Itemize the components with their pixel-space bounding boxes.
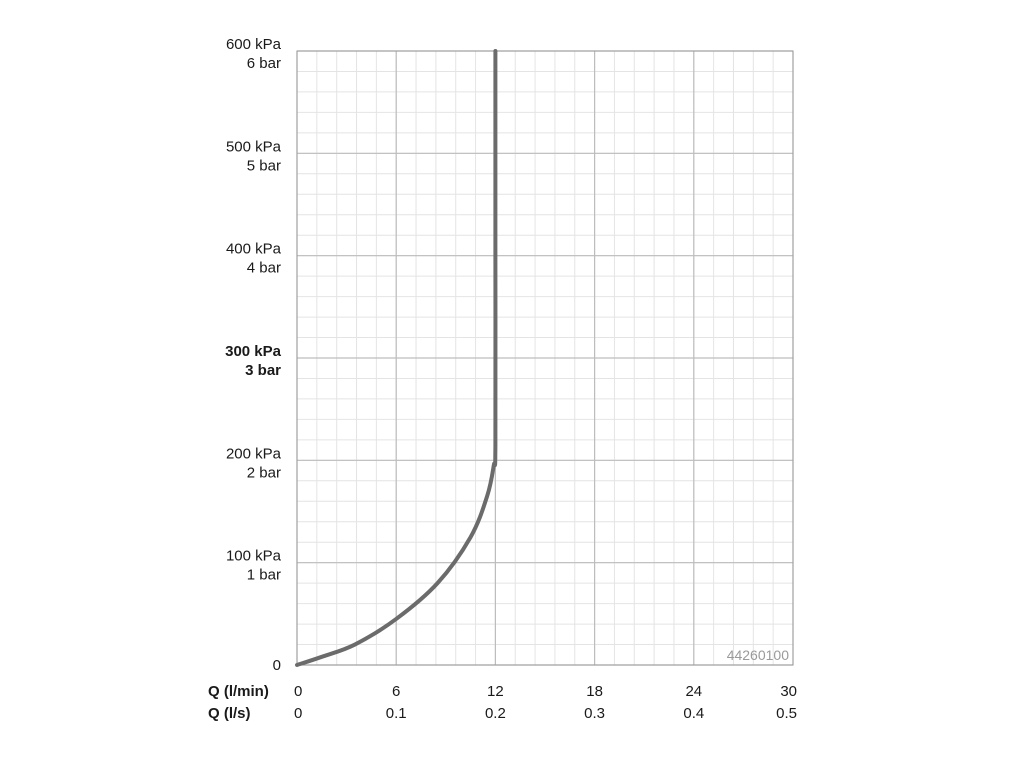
y-tick-label-bar: 2 bar (247, 464, 281, 481)
y-tick-label-bar: 1 bar (247, 567, 281, 584)
x-tick-label-lmin: 12 (487, 683, 504, 700)
x-axis-labels: 0 0 6 0.1 12 0.2 18 0.3 24 0.4 30 0.5 (294, 683, 797, 722)
x-tick-label-lmin: 18 (586, 683, 603, 700)
y-tick-label-kpa: 500 kPa (226, 138, 282, 155)
x-tick-label-ls: 0.1 (386, 705, 407, 722)
x-axis-secondary-title: Q (l/s) (208, 705, 251, 722)
major-grid (296, 50, 794, 666)
x-tick-label-lmin: 6 (392, 683, 400, 700)
x-tick-label-lmin: 30 (780, 683, 797, 700)
y-tick-label-kpa: 600 kPa (226, 36, 282, 53)
x-axis-primary-title: Q (l/min) (208, 683, 269, 700)
y-tick-label-kpa: 400 kPa (226, 241, 282, 258)
y-tick-label-kpa: 0 (273, 657, 281, 674)
y-tick-label-kpa: 300 kPa (225, 343, 282, 360)
x-tick-label-lmin: 24 (685, 683, 702, 700)
x-tick-label-ls: 0.2 (485, 705, 506, 722)
x-tick-label-ls: 0 (294, 705, 302, 722)
y-tick-label-bar: 3 bar (245, 362, 281, 379)
x-tick-label-ls: 0.4 (683, 705, 704, 722)
pressure-flow-curve (295, 49, 498, 667)
y-tick-label-bar: 4 bar (247, 260, 281, 277)
y-axis-labels: 0 100 kPa 1 bar 200 kPa 2 bar 300 kPa 3 bar 400… (225, 36, 282, 674)
x-tick-label-lmin: 0 (294, 683, 302, 700)
model-code-label: 44260100 (727, 647, 790, 663)
y-tick-label-kpa: 200 kPa (226, 445, 282, 462)
y-tick-label-kpa: 100 kPa (226, 548, 282, 565)
x-tick-label-ls: 0.5 (776, 705, 797, 722)
y-tick-label-bar: 5 bar (247, 157, 281, 174)
plot-frame (296, 50, 794, 666)
x-tick-label-ls: 0.3 (584, 705, 605, 722)
curve-group (295, 49, 498, 667)
y-tick-label-bar: 6 bar (247, 55, 281, 72)
